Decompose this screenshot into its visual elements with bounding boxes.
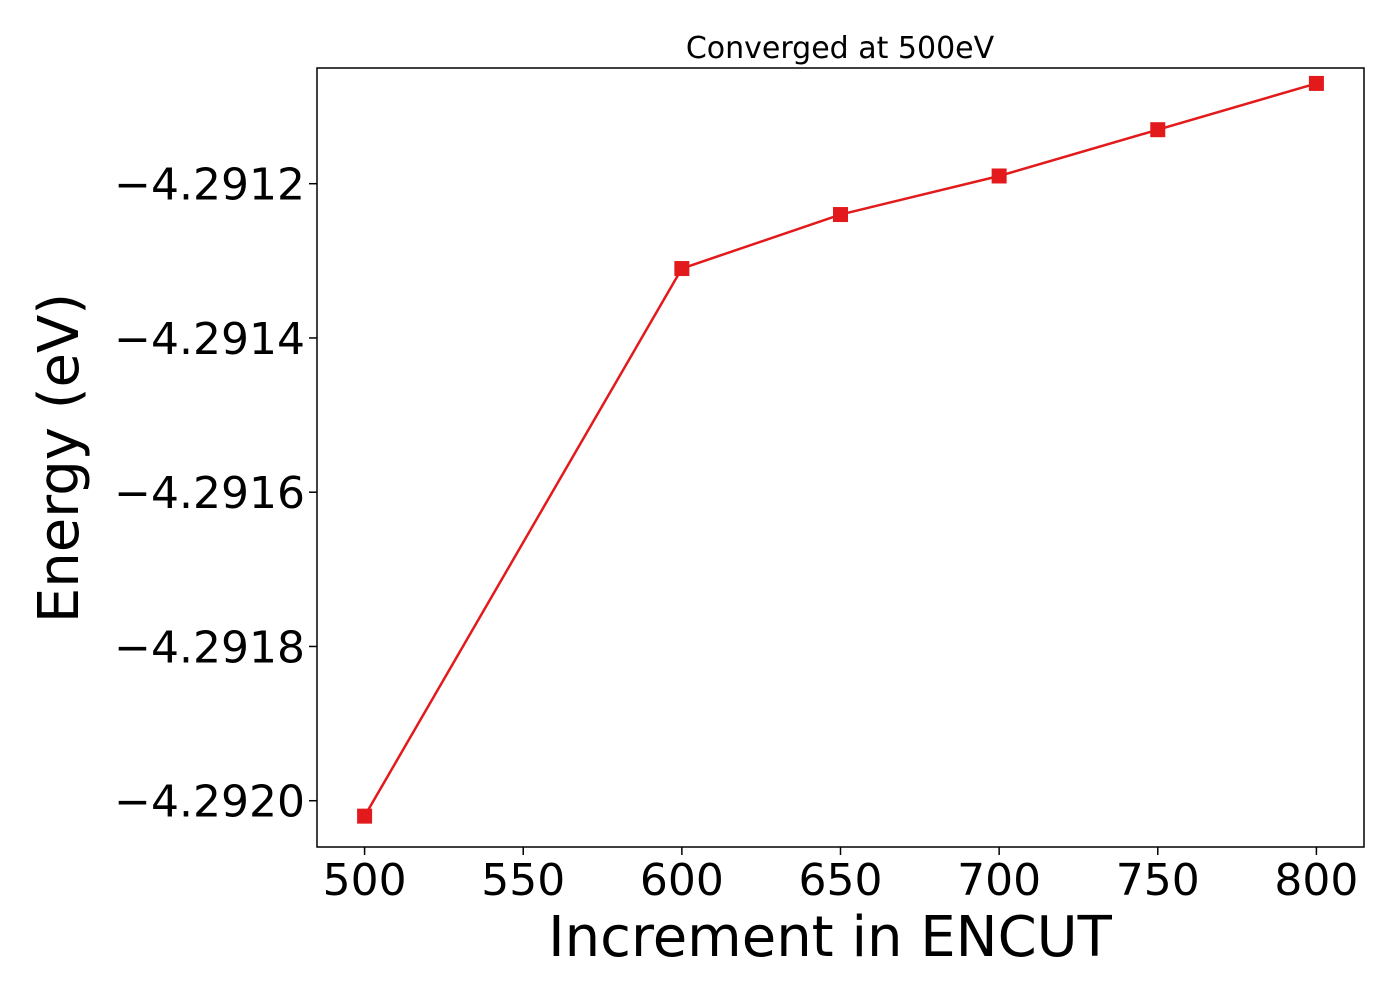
y-tick-label-4: −4.2914 <box>114 314 305 365</box>
x-tick-label-5: 700 <box>957 855 1041 906</box>
y-axis: −4.2920 −4.2918 −4.2916 −4.2914 −4.2912 <box>114 160 317 828</box>
y-tick-label-2: −4.2918 <box>114 622 305 673</box>
y-tick-label-1: −4.2920 <box>114 777 305 828</box>
y-axis-label: Energy (eV) <box>27 293 92 623</box>
series-1-point-2 <box>674 261 690 277</box>
chart-title: Converged at 500eV <box>686 31 995 66</box>
series-1-point-6 <box>1308 75 1324 91</box>
series-1-line <box>363 82 1317 817</box>
x-tick-label-1: 500 <box>323 855 407 906</box>
x-tick-label-6: 750 <box>1116 855 1200 906</box>
x-tick-label-4: 650 <box>799 855 883 906</box>
plot-frame <box>316 67 1365 848</box>
x-tick-label-2: 550 <box>481 855 565 906</box>
plot-area <box>357 75 1324 824</box>
x-tick-label-3: 600 <box>640 855 724 906</box>
y-tick-label-3: −4.2916 <box>114 468 305 519</box>
y-tick-label-5: −4.2912 <box>114 160 305 211</box>
x-tick-label-7: 800 <box>1274 855 1358 906</box>
x-axis-label: Increment in ENCUT <box>548 905 1113 970</box>
x-axis: 500 550 600 650 700 750 800 <box>323 847 1358 906</box>
series-1-point-3 <box>833 207 848 223</box>
series-1-point-5 <box>1150 122 1166 138</box>
series-1-point-4 <box>991 168 1007 184</box>
series-1-point-1 <box>357 808 373 824</box>
